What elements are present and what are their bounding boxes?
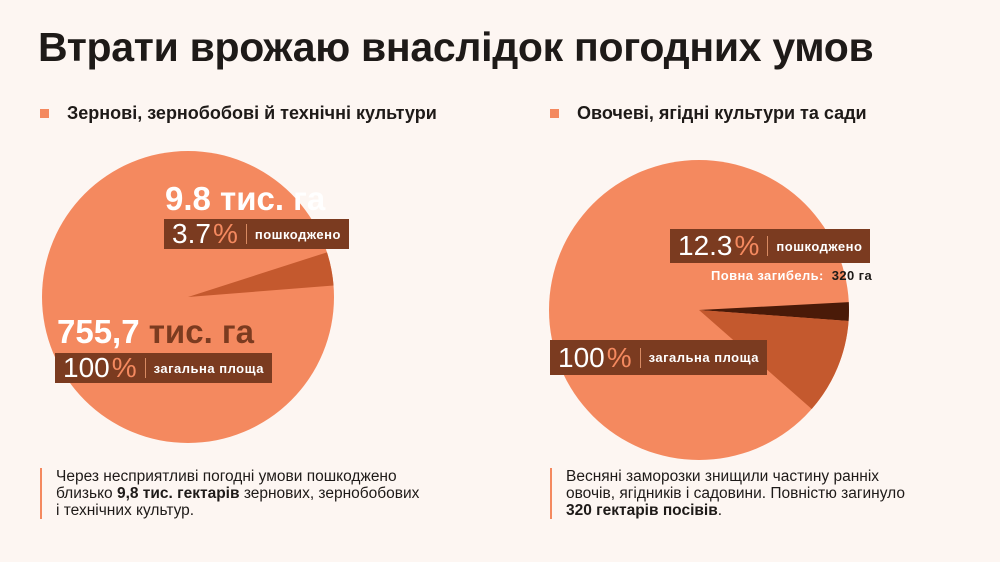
total-label: загальна площа	[648, 350, 759, 365]
note-text: .	[717, 502, 723, 519]
damaged-area-value: 9.8	[165, 180, 211, 217]
damaged-pct: 3.7	[172, 218, 211, 249]
bullet-square-icon	[550, 109, 559, 118]
damaged-pct: 12.3	[678, 230, 733, 261]
pie-slice-Повна-загибель	[699, 302, 850, 321]
total-pct: 100	[63, 352, 110, 383]
damaged-pct-box: 3.7% пошкоджено	[164, 218, 349, 249]
damaged-area-label: 9.8 тис. га	[165, 180, 325, 218]
total-pct: 100	[558, 341, 605, 373]
note-text: Через несприятливі погодні умови пошкодж…	[56, 468, 397, 502]
note-bold: 320 гектарів посівів	[566, 502, 718, 519]
pie-slice-пошкоджено	[699, 310, 849, 409]
bullet-square-icon	[40, 109, 49, 118]
page-title: Втрати врожаю внаслідок погодних умов	[38, 24, 874, 70]
pie-slice-пошкоджено	[188, 252, 334, 297]
damaged-label: пошкоджено	[254, 226, 341, 242]
damaged-area-unit: тис. га	[220, 180, 326, 217]
section-title: Овочеві, ягідні культури та сади	[577, 103, 867, 123]
note-text: Весняні заморозки знищили частину ранніх…	[566, 468, 905, 502]
total-loss-caption: Повна загибель:	[711, 268, 824, 283]
total-loss-label: Повна загибель: 320 га	[711, 268, 872, 283]
section-heading-vegetables: Овочеві, ягідні культури та сади	[550, 103, 867, 124]
damaged-label: пошкоджено	[776, 238, 863, 254]
section-title: Зернові, зернобобові й технічні культури	[67, 103, 437, 123]
note-vegetables: Весняні заморозки знищили частину ранніх…	[550, 468, 930, 519]
total-pct-box: 100% загальна площа	[55, 352, 272, 383]
note-grain: Через несприятливі погодні умови пошкодж…	[40, 468, 420, 519]
note-text: зернових, зернобобових і технічних культ…	[56, 485, 420, 519]
total-area-unit: тис. га	[148, 313, 255, 350]
total-area-value: 755,7	[57, 313, 140, 350]
total-label: загальна площа	[153, 360, 264, 376]
total-loss-value: 320 га	[831, 268, 873, 283]
total-area-label: 755,7 тис. га	[57, 313, 254, 351]
total-pct-box: 100% загальна площа	[550, 340, 767, 375]
damaged-pct-box: 12.3% пошкоджено	[670, 229, 871, 263]
section-heading-grain: Зернові, зернобобові й технічні культури	[40, 103, 437, 124]
note-bold: 9,8 тис. гектарів	[116, 485, 240, 502]
